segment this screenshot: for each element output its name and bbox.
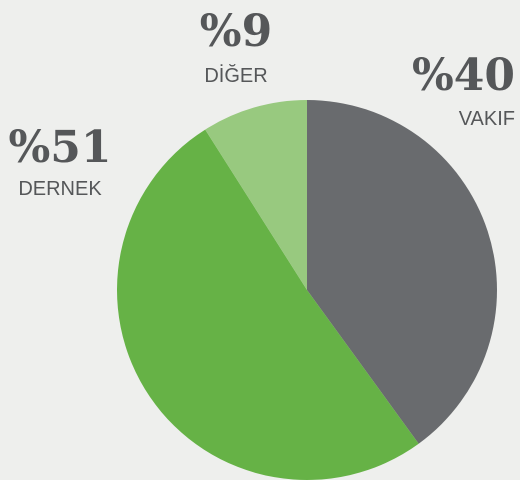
value-label: %9 [200, 6, 272, 57]
value-label: %51 [8, 122, 111, 173]
category-label: DİĞER [204, 64, 267, 87]
category-label: VAKIF [459, 108, 515, 130]
pie-slice [205, 100, 307, 290]
value-label: %40 [412, 50, 515, 101]
pie-slice [117, 129, 419, 480]
pie-slice [307, 100, 498, 444]
category-label: DERNEK [18, 178, 102, 200]
